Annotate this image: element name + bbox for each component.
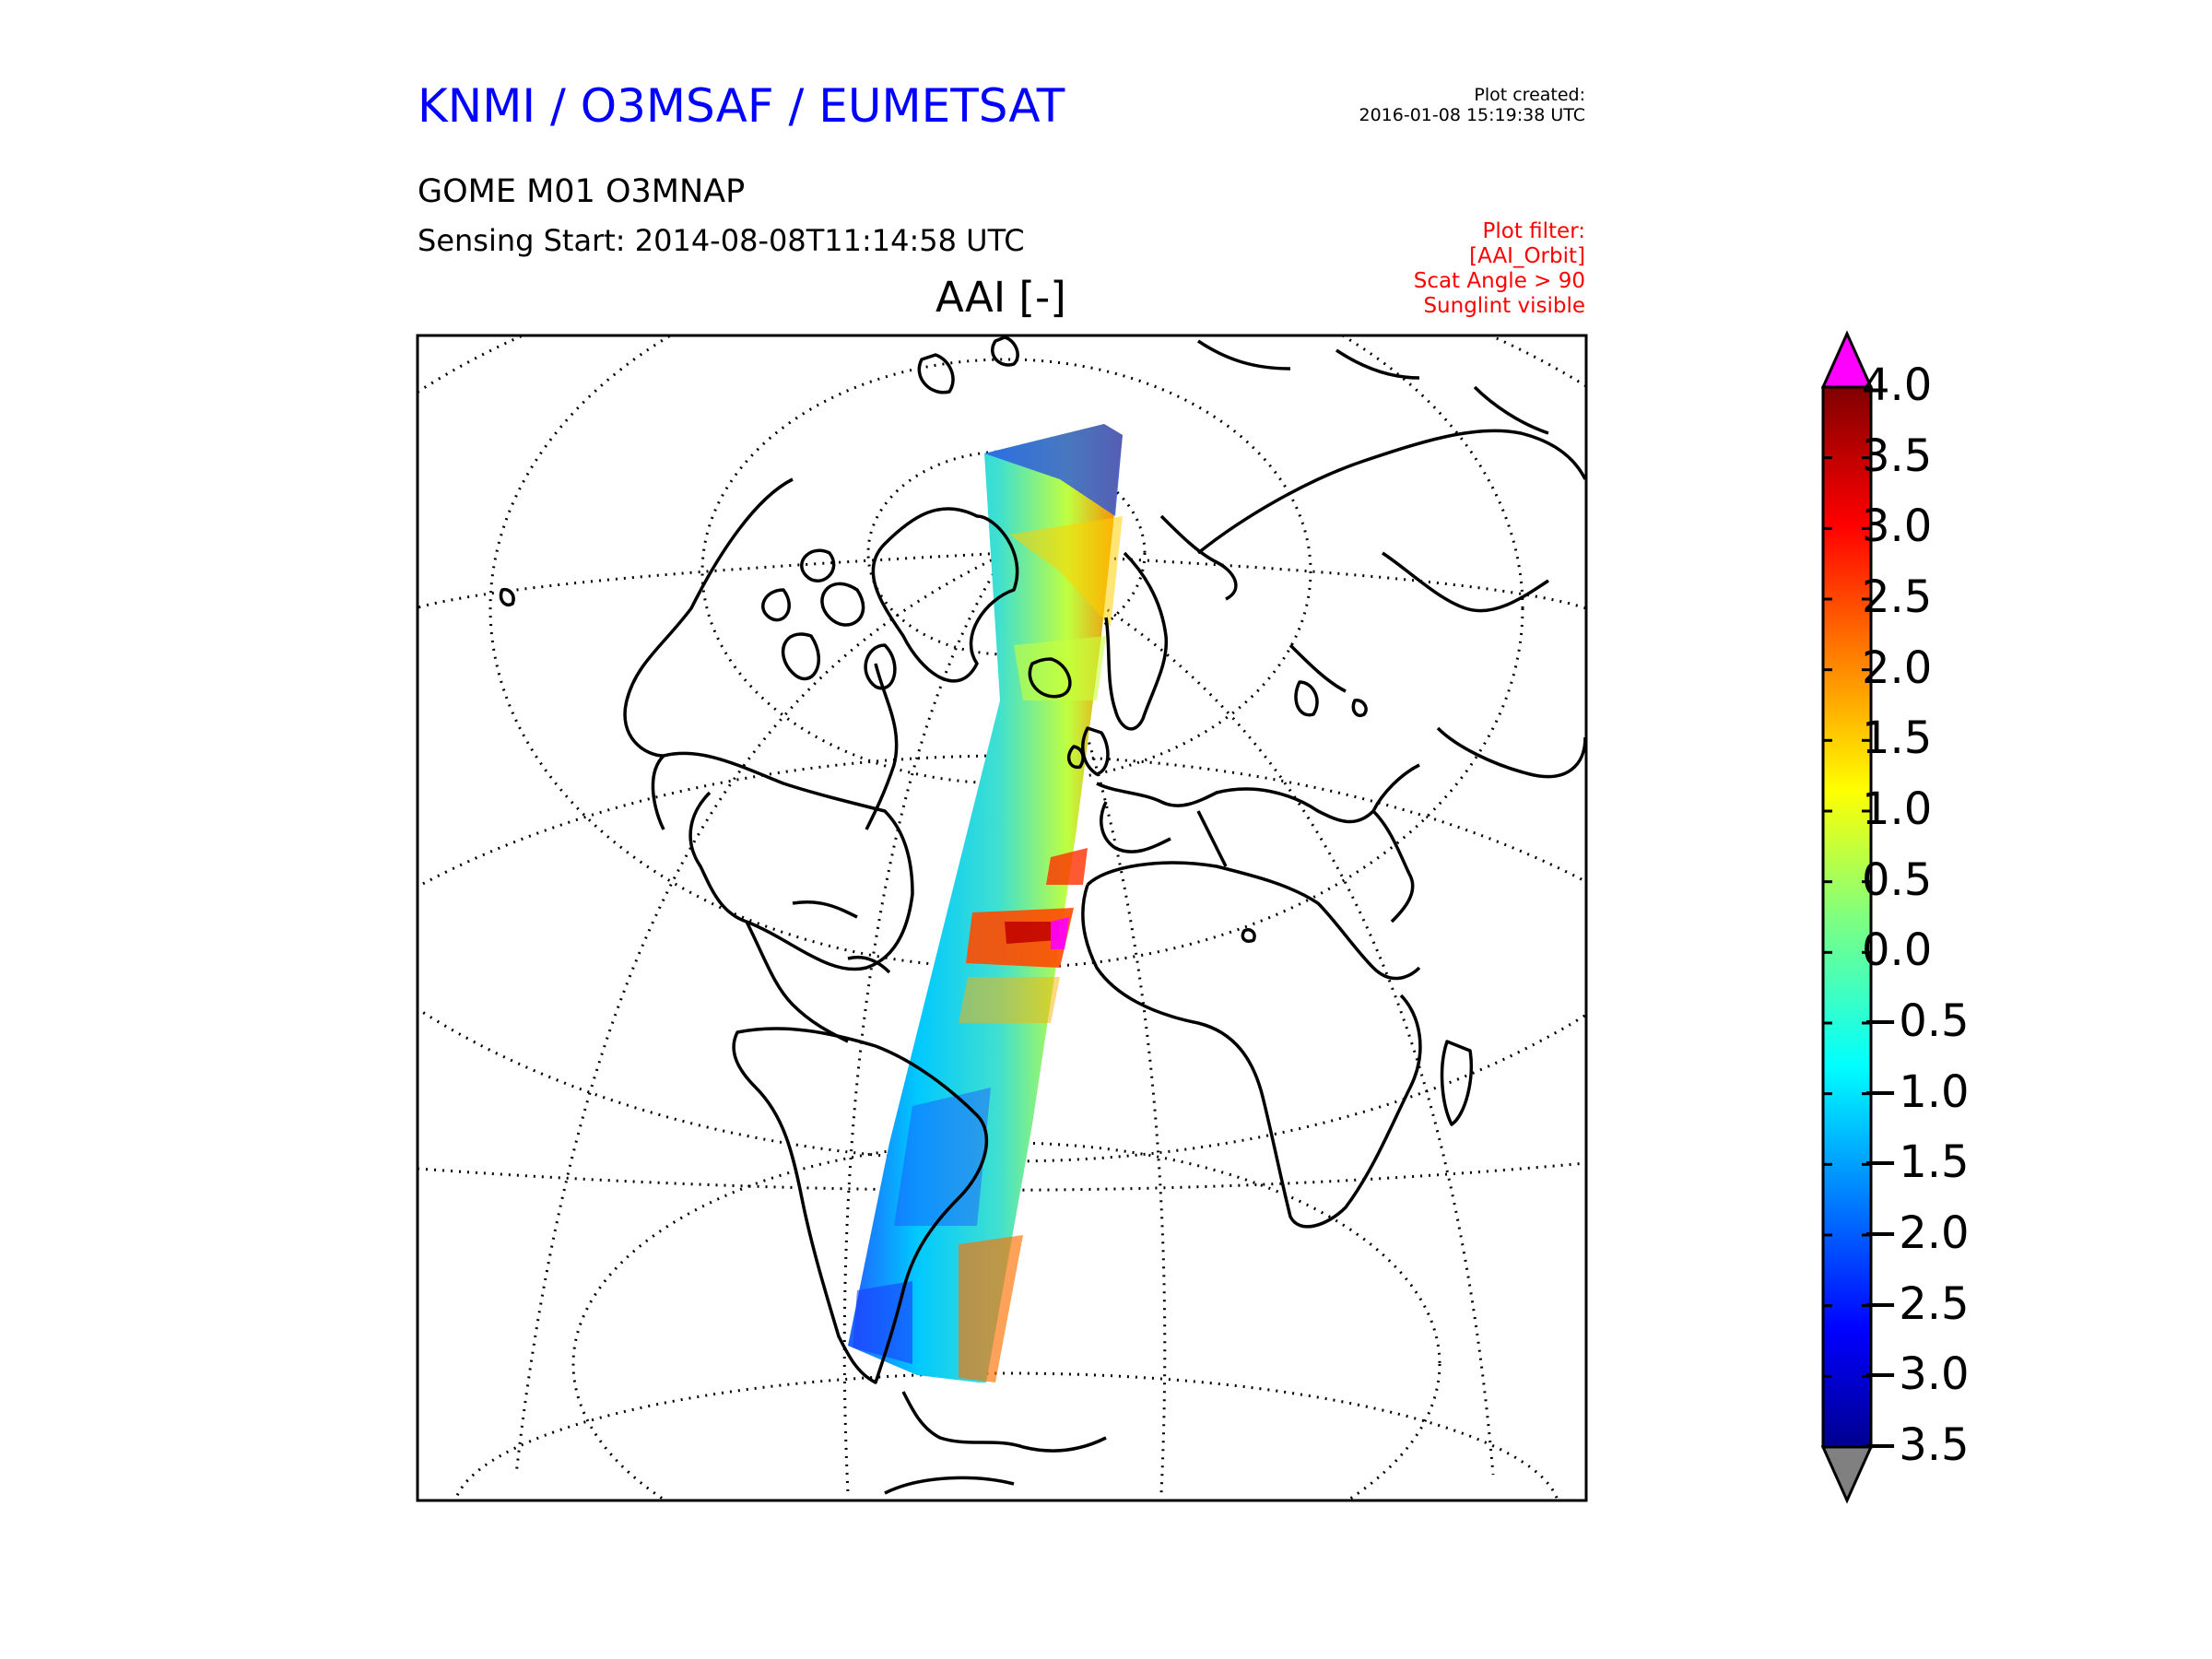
colorbar-tick-label: −1.0: [1862, 1065, 1970, 1118]
header-organization: KNMI / O3MSAF / EUMETSAT: [418, 79, 1065, 133]
colorbar: [1820, 330, 1874, 1504]
plot-created-label: Plot created:: [1474, 85, 1585, 105]
colorbar-tick-label: −1.5: [1862, 1136, 1970, 1189]
product-title: GOME M01 O3MNAP: [418, 173, 746, 210]
colorbar-ticks: [1823, 385, 1871, 1449]
colorbar-tick-label: 0.0: [1862, 924, 1933, 977]
colorbar-tick-label: 2.0: [1862, 641, 1933, 694]
colorbar-tick-label: −2.0: [1862, 1207, 1970, 1259]
colorbar-bar: [1821, 385, 1873, 1449]
aai-swath: [848, 424, 1123, 1382]
plot-filter-item: Scat Angle > 90: [1413, 269, 1585, 293]
coastlines: [499, 335, 1586, 1495]
colorbar-tick-label: −0.5: [1862, 995, 1970, 1047]
map-area: [418, 335, 1586, 1500]
colorbar-over-triangle: [1820, 330, 1874, 389]
colorbar-tick-label: 1.5: [1862, 712, 1933, 765]
colorbar-tick-label: 3.0: [1862, 500, 1933, 553]
plot-created-time: 2016-01-08 15:19:38 UTC: [1359, 105, 1586, 125]
colorbar-tick-label: 0.5: [1862, 853, 1933, 906]
plot-filter-label: Plot filter:: [1482, 219, 1585, 243]
colorbar-tick-label: −3.5: [1862, 1419, 1970, 1471]
plot-filter-item: [AAI_Orbit]: [1469, 244, 1585, 268]
colorbar-tick-label: 4.0: [1862, 359, 1933, 411]
plot-filter-item: Sunglint visible: [1423, 294, 1585, 318]
variable-title: AAI [-]: [935, 273, 1066, 322]
colorbar-tick-label: 1.0: [1862, 783, 1933, 835]
colorbar-tick-label: 2.5: [1862, 571, 1933, 623]
map-frame: [416, 334, 1588, 1502]
sensing-start: Sensing Start: 2014-08-08T11:14:58 UTC: [418, 223, 1025, 258]
colorbar-tick-label: 3.5: [1862, 429, 1933, 482]
colorbar-tick-label: −3.0: [1862, 1348, 1970, 1401]
colorbar-tick-label: −2.5: [1862, 1277, 1970, 1330]
